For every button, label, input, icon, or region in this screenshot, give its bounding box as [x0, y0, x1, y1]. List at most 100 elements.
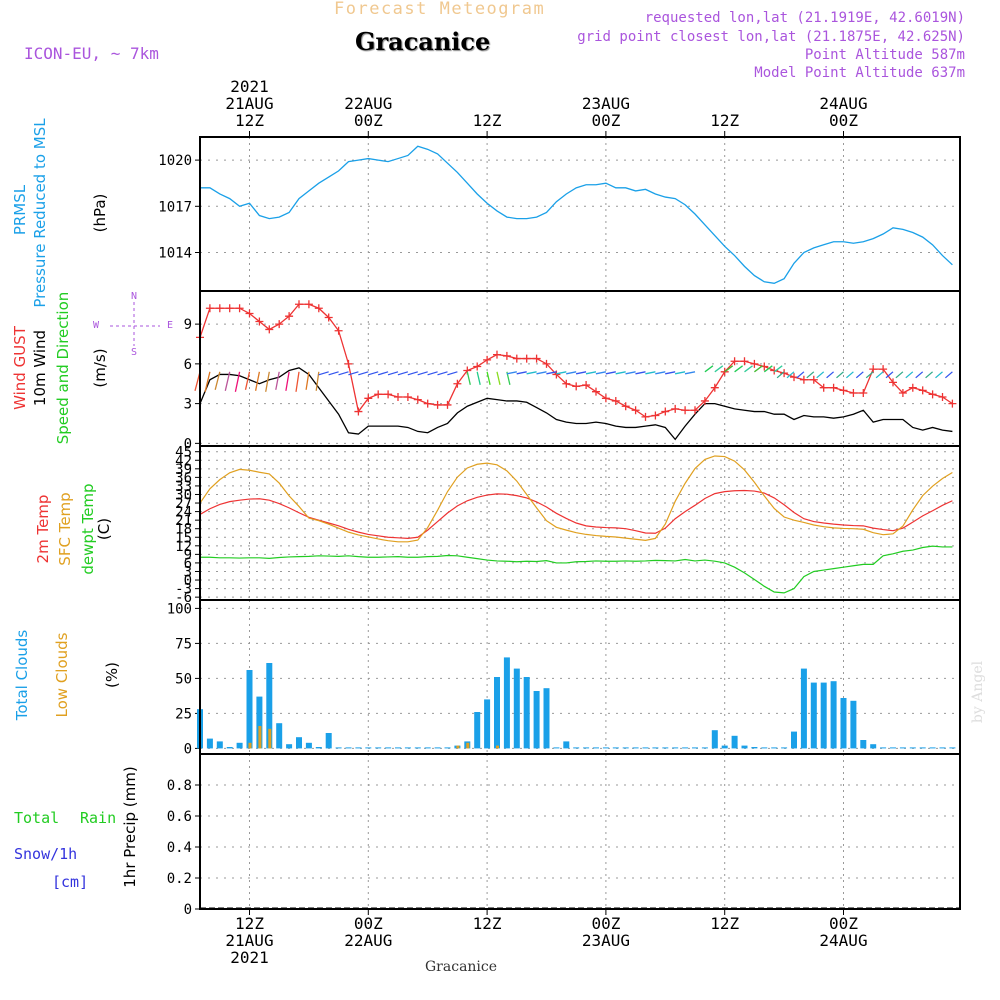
- ytick-label-p2: 9: [184, 317, 192, 333]
- ytick-label-p3: 6: [184, 556, 192, 572]
- gust-marker: [819, 383, 828, 392]
- total-cloud-bar: [266, 663, 273, 749]
- wind-direction-arrow: [315, 371, 320, 391]
- wind-direction-arrow: [585, 371, 597, 375]
- gust-marker: [799, 375, 808, 384]
- total-cloud-bar: [296, 737, 302, 749]
- p1-label-pressure: Pressure Reduced to MSL: [31, 118, 49, 308]
- gust-marker: [611, 396, 620, 405]
- gust-marker: [849, 389, 858, 398]
- wind-direction-arrow: [754, 365, 763, 373]
- compass-n: N: [131, 291, 138, 302]
- wind-direction-arrow: [407, 371, 418, 376]
- total-cloud-bar: [414, 747, 421, 749]
- gust-marker: [215, 304, 224, 313]
- p4-label-low: Low Clouds: [53, 632, 71, 718]
- total-cloud-bar: [890, 747, 896, 749]
- low-cloud-bar: [258, 726, 262, 749]
- wind-direction-arrow: [944, 371, 953, 379]
- total-cloud-bar: [523, 677, 530, 749]
- gust-marker: [354, 407, 363, 416]
- gust-marker: [582, 381, 591, 390]
- gust-marker: [740, 357, 749, 366]
- top-time-label: 12Z: [710, 111, 739, 130]
- wind-direction-arrow: [285, 371, 290, 391]
- ytick-label-p4: 0: [184, 741, 192, 757]
- p3-label-unit: (C): [95, 517, 113, 541]
- wind-direction-arrow: [224, 371, 231, 391]
- ytick-label-p3: 33: [175, 479, 192, 495]
- wind-direction-arrow: [645, 371, 656, 375]
- gust-marker: [493, 350, 501, 359]
- gust-marker: [512, 354, 521, 363]
- ytick-label-p5: 0.6: [167, 809, 192, 825]
- total-cloud-bar: [494, 677, 500, 749]
- bottom-time-label: 12Z: [710, 914, 739, 933]
- total-cloud-bar: [335, 747, 342, 749]
- panel-frame-5: [199, 753, 961, 910]
- wind-direction-arrow: [763, 365, 773, 373]
- total-cloud-bar: [939, 747, 946, 749]
- wind-direction-arrow: [905, 371, 914, 379]
- total-cloud-bar: [315, 747, 322, 749]
- compass-w: W: [93, 320, 100, 331]
- wind-direction-arrow: [855, 371, 864, 379]
- total-cloud-bar: [711, 730, 718, 749]
- p5-label-cm: [cm]: [52, 873, 89, 891]
- wind-direction-arrow: [605, 371, 616, 375]
- wind-direction-arrow: [437, 371, 448, 376]
- ytick-label-p3: 30: [175, 487, 192, 503]
- gust-marker: [780, 369, 789, 378]
- total-cloud-bar: [751, 747, 758, 749]
- ytick-label-p3: 36: [175, 470, 192, 486]
- gust-marker: [572, 382, 581, 391]
- top-time-label: 12Z: [235, 111, 264, 130]
- wind-direction-arrow: [724, 365, 734, 373]
- gust-marker: [809, 375, 818, 384]
- ytick-label-p2: 3: [184, 397, 192, 413]
- gust-marker: [928, 390, 937, 399]
- wind-direction-arrow: [427, 371, 438, 376]
- total-cloud-bar: [741, 745, 748, 749]
- top-time-label: 21AUG: [225, 94, 273, 113]
- gust-marker: [651, 411, 660, 420]
- ytick-label-p4: 75: [175, 636, 192, 652]
- ytick-label-p5: 0.4: [167, 840, 192, 856]
- header-title: Forecast Meteogram: [334, 0, 546, 19]
- wind-direction-arrow: [935, 371, 943, 379]
- total-cloud-bar: [602, 747, 609, 749]
- gust-marker: [433, 400, 442, 409]
- wind-direction-arrow: [295, 371, 300, 392]
- ytick-label-p1: 1014: [158, 246, 192, 262]
- ytick-label-p1: 1017: [158, 199, 192, 215]
- gust-marker: [839, 386, 848, 395]
- wind-direction-arrow: [575, 371, 587, 375]
- wind-direction-arrow: [796, 371, 805, 379]
- gust-marker: [790, 373, 798, 382]
- wind-direction-arrow: [875, 371, 884, 379]
- wind-direction-arrow: [684, 371, 696, 375]
- wind-direction-arrow: [826, 371, 835, 379]
- wind-direction-arrow: [506, 371, 517, 375]
- gust-marker: [938, 392, 947, 401]
- top-time-label: 23AUG: [582, 94, 630, 113]
- top-time-label: 2021: [230, 77, 269, 96]
- wind-direction-arrow: [244, 371, 251, 390]
- wind-direction-arrow: [275, 371, 280, 390]
- total-cloud-bar: [553, 747, 560, 749]
- total-cloud-bar: [682, 747, 689, 749]
- p5-label-total: Total: [14, 809, 60, 827]
- gust-marker: [285, 312, 294, 321]
- header-location: Gracanice: [355, 27, 491, 56]
- ytick-label-p3: -6: [175, 590, 192, 606]
- total-cloud-bar: [216, 741, 223, 749]
- gust-marker: [225, 304, 234, 313]
- gust-marker: [691, 406, 699, 415]
- wind-direction-arrow: [486, 371, 491, 385]
- gust-marker: [275, 320, 284, 329]
- gust-marker: [423, 399, 432, 408]
- gust-marker: [829, 383, 838, 392]
- gust-marker: [473, 362, 482, 371]
- gust-marker: [532, 354, 541, 363]
- ytick-label-p3: 39: [175, 462, 192, 478]
